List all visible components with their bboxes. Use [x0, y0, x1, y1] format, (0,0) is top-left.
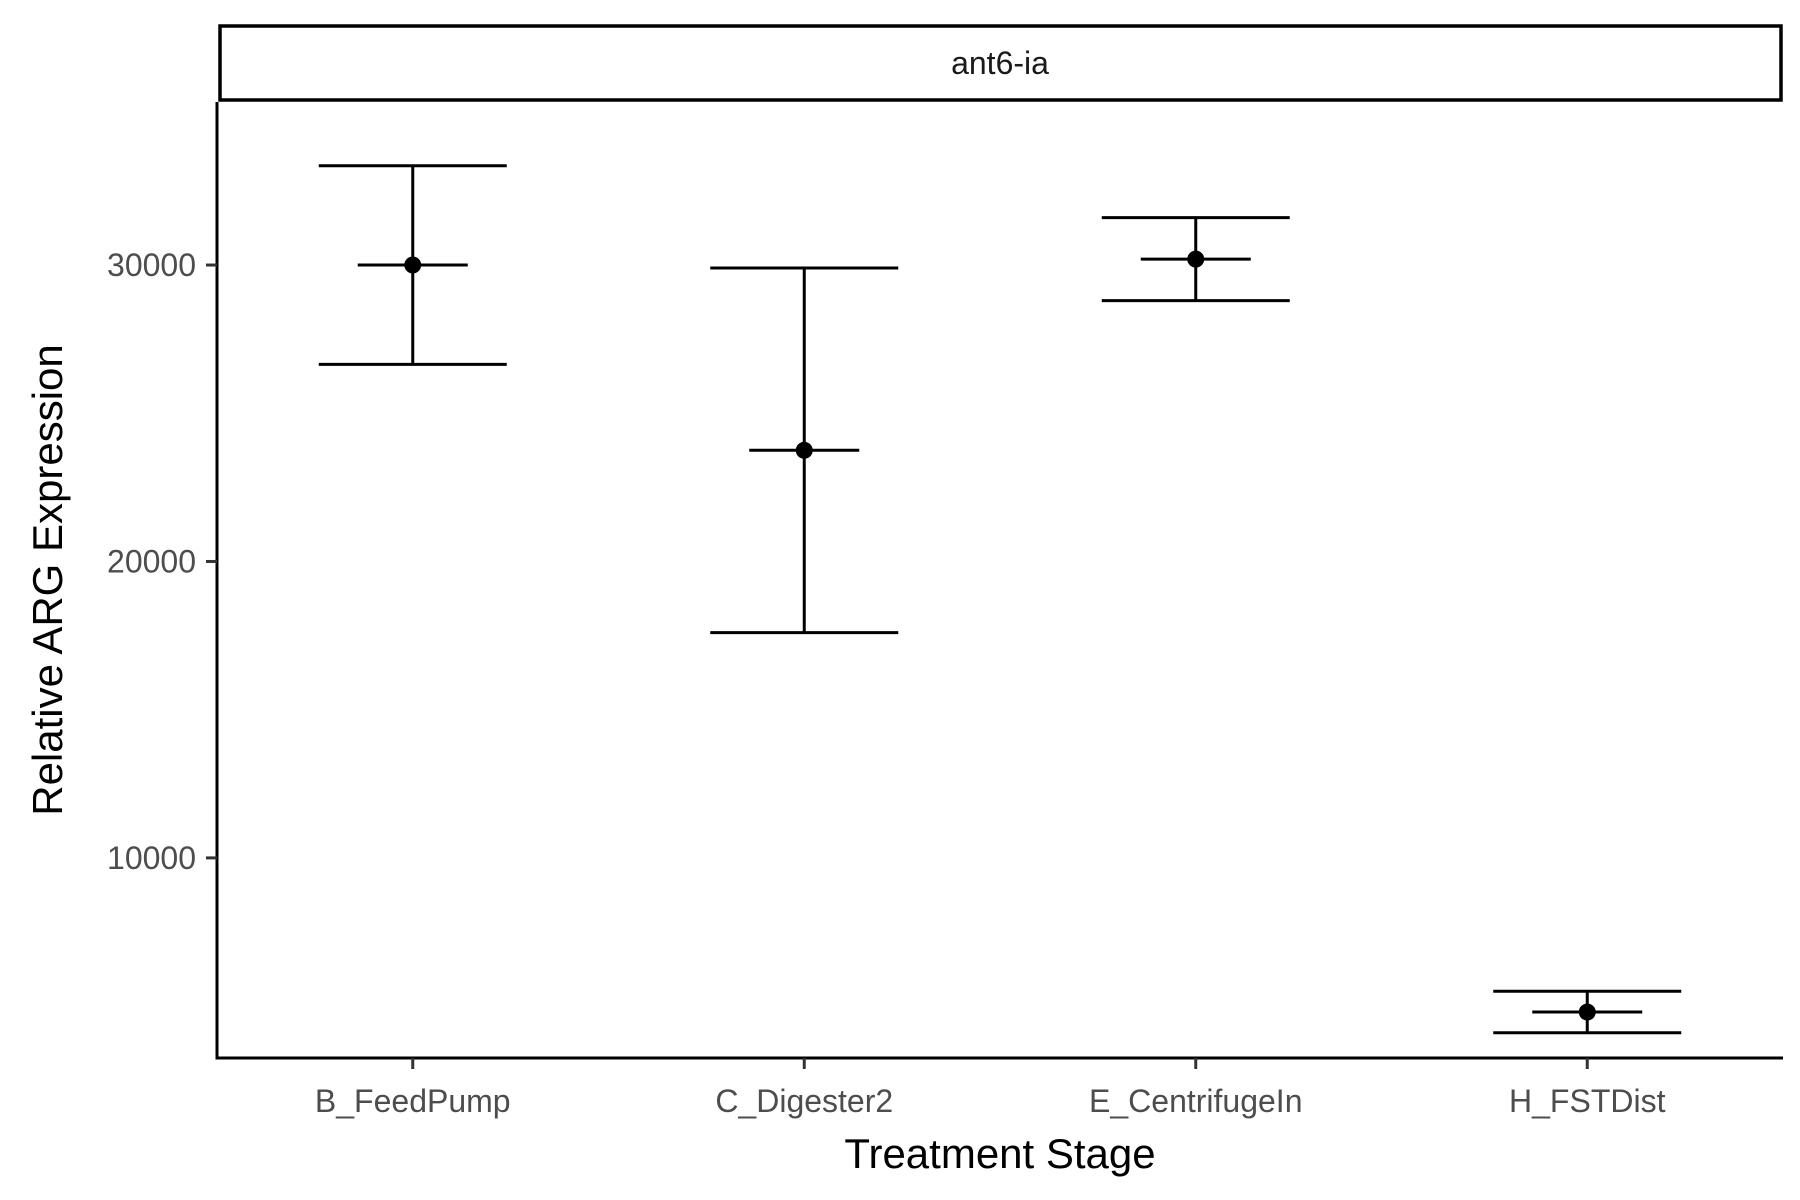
y-axis-title: Relative ARG Expression	[24, 344, 71, 816]
facet-strip	[218, 24, 1783, 102]
x-tick-label: E_CentrifugeIn	[1089, 1083, 1302, 1119]
x-tick-label: H_FSTDist	[1509, 1083, 1666, 1119]
mean-point-E_CentrifugeIn	[1187, 250, 1205, 268]
y-tick-label: 20000	[107, 543, 196, 579]
x-tick-label: C_Digester2	[715, 1083, 893, 1119]
y-axis-ticks: 10000 20000 30000	[107, 247, 217, 876]
x-axis-title: Treatment Stage	[844, 1130, 1155, 1177]
x-tick-label: B_FeedPump	[315, 1083, 511, 1119]
facet-strip-label: ant6-ia	[951, 45, 1049, 81]
y-tick-label: 30000	[107, 247, 196, 283]
plot-marks	[318, 164, 1682, 1035]
mean-point-C_Digester2	[795, 441, 813, 459]
mean-point-H_FSTDist	[1578, 1003, 1596, 1021]
x-axis-ticks: B_FeedPump C_Digester2 E_CentrifugeIn H_FST…	[315, 1058, 1666, 1119]
mean-point-B_FeedPump	[404, 256, 422, 274]
y-tick-label: 10000	[107, 840, 196, 876]
